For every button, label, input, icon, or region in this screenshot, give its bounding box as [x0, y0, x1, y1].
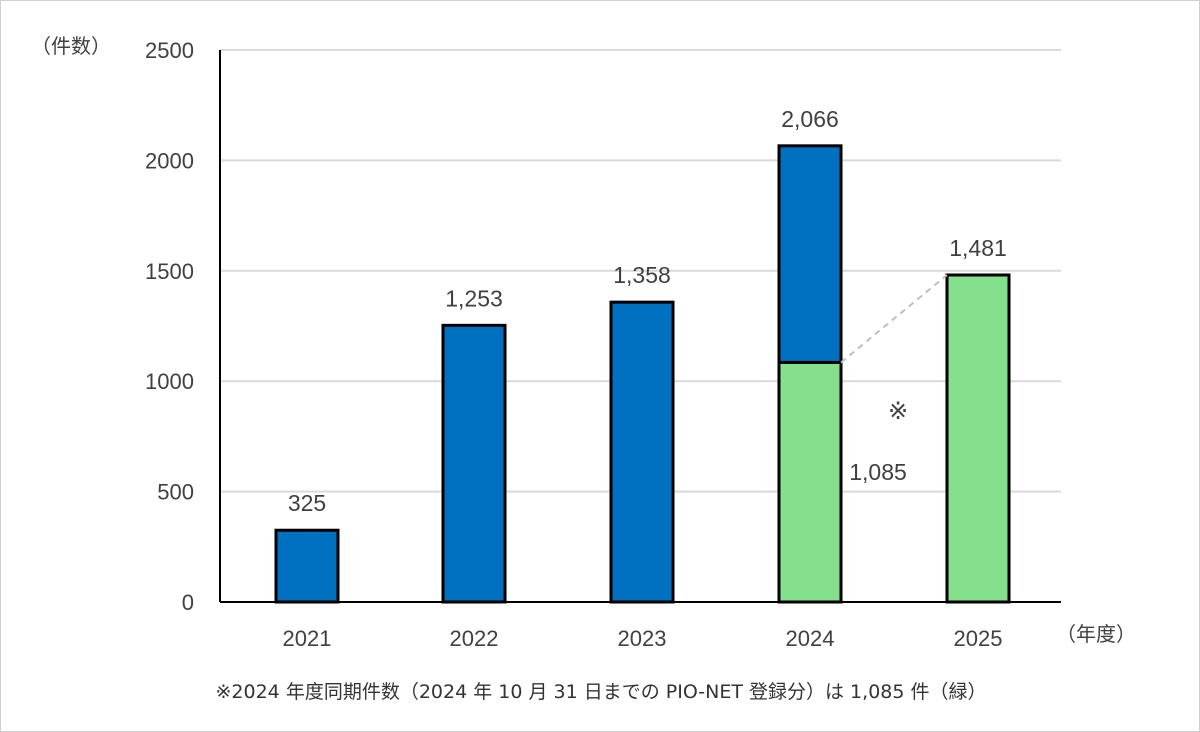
- y-axis-label: （件数）: [31, 35, 111, 58]
- y-tick-label: 2000: [145, 148, 194, 173]
- y-tick-label: 0: [182, 590, 194, 615]
- note-marker: ※: [888, 398, 908, 425]
- data-label: 1,358: [613, 262, 671, 288]
- same-period-label: 1,085: [849, 459, 907, 485]
- x-tick-label: 2022: [450, 626, 499, 651]
- x-tick-label: 2021: [283, 626, 332, 651]
- footnote: ※2024 年度同期件数（2024 年 10 月 31 日までの PIO-NET…: [215, 681, 987, 703]
- connector-line: [840, 274, 948, 364]
- bar-2022: [441, 323, 507, 604]
- bar-2023: [609, 300, 675, 604]
- y-tick-label: 1000: [145, 369, 194, 394]
- y-tick-label: 2500: [145, 38, 194, 63]
- y-tick-label: 500: [157, 480, 194, 505]
- data-label: 1,481: [949, 235, 1007, 261]
- data-label: 2,066: [781, 106, 839, 132]
- x-tick-label: 2025: [954, 626, 1003, 651]
- x-axis-label: （年度）: [1056, 623, 1136, 646]
- bar-same-period-2024: [777, 360, 843, 604]
- bar-2021: [274, 528, 340, 604]
- bar-same-period-2025: [945, 273, 1011, 604]
- x-tick-label: 2024: [786, 626, 835, 651]
- x-tick-label: 2023: [618, 626, 667, 651]
- data-label: 325: [288, 490, 326, 516]
- y-tick-label: 1500: [145, 259, 194, 284]
- data-label: 1,253: [445, 285, 503, 311]
